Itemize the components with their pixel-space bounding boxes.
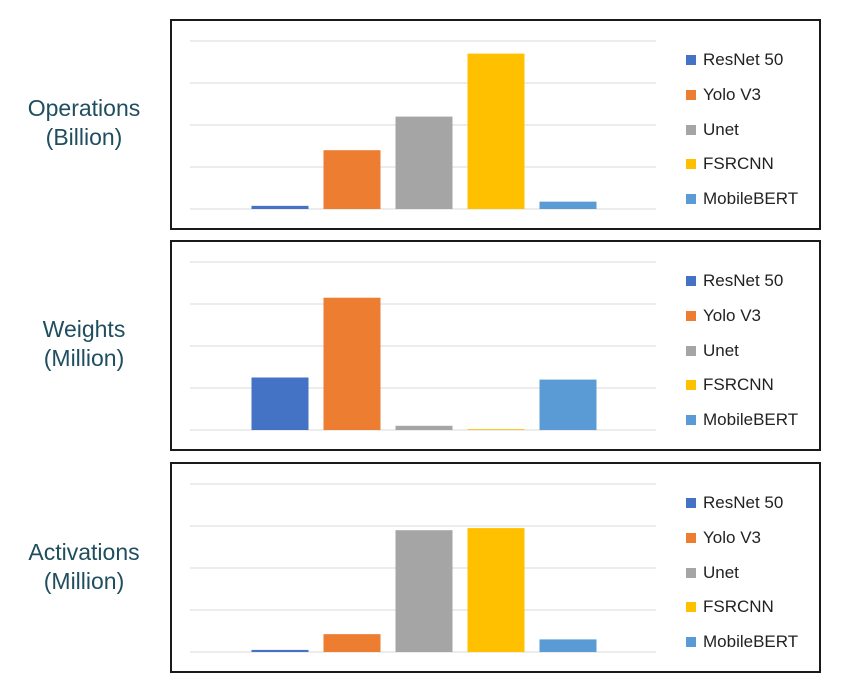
weights-bar-unet (395, 425, 453, 430)
operations-legend-label: Unet (703, 119, 739, 139)
activations-bar-yolo-v3 (323, 634, 381, 652)
operations-legend-swatch (686, 124, 696, 135)
operations-bar-resnet-50 (251, 205, 309, 209)
activations-legend-label: Yolo V3 (703, 528, 761, 548)
weights-plot (190, 261, 656, 431)
activations-legend-swatch (686, 602, 696, 613)
weights-legend-swatch (686, 345, 696, 356)
weights-legend-swatch (686, 415, 696, 426)
weights-legend-swatch (686, 311, 696, 322)
operations-legend-label: ResNet 50 (703, 50, 784, 70)
operations-legend-swatch (686, 90, 696, 101)
activations-bar-mobilebert (539, 639, 597, 652)
activations-legend-item: Yolo V3 (686, 521, 798, 556)
operations-chart: ResNet 50 Yolo V3 Unet FSRCNN MobileBERT (170, 19, 821, 230)
activations-legend-item: MobileBERT (686, 625, 798, 660)
operations-legend-swatch (686, 194, 696, 205)
operations-legend-swatch (686, 55, 696, 66)
weights-legend-label: Unet (703, 340, 739, 360)
weights-legend: ResNet 50 Yolo V3 Unet FSRCNN MobileBERT (686, 264, 798, 437)
activations-bar-fsrcnn (467, 528, 525, 652)
operations-legend: ResNet 50 Yolo V3 Unet FSRCNN MobileBERT (686, 43, 798, 216)
activations-bar-resnet-50 (251, 649, 309, 652)
weights-chart: ResNet 50 Yolo V3 Unet FSRCNN MobileBERT (170, 240, 821, 451)
operations-legend-swatch (686, 159, 696, 170)
weights-bar-yolo-v3 (323, 297, 381, 430)
operations-bar-yolo-v3 (323, 150, 381, 209)
activations-chart: ResNet 50 Yolo V3 Unet FSRCNN MobileBERT (170, 462, 821, 673)
weights-label-line2: (Million) (43, 345, 125, 371)
activations-plot (190, 483, 656, 653)
weights-row-label: Weights (Million) (0, 315, 168, 373)
weights-bar-mobilebert (539, 379, 597, 430)
operations-bar-unet (395, 116, 453, 209)
operations-legend-label: Yolo V3 (703, 85, 761, 105)
activations-legend-swatch (686, 498, 696, 509)
weights-legend-item: Yolo V3 (686, 299, 798, 334)
operations-legend-label: MobileBERT (703, 189, 799, 209)
operations-row-label: Operations (Billion) (0, 94, 168, 152)
weights-legend-item: MobileBERT (686, 403, 798, 438)
operations-legend-item: Yolo V3 (686, 78, 798, 113)
operations-bar-fsrcnn (467, 53, 525, 209)
weights-label-line1: Weights (42, 316, 126, 342)
activations-legend-label: ResNet 50 (703, 493, 784, 513)
operations-plot (190, 40, 656, 210)
weights-legend-swatch (686, 380, 696, 391)
activations-legend-item: Unet (686, 555, 798, 590)
weights-legend-label: ResNet 50 (703, 271, 784, 291)
activations-legend-swatch (686, 533, 696, 544)
activations-label-line2: (Million) (43, 568, 125, 594)
weights-legend-swatch (686, 276, 696, 287)
weights-legend-label: MobileBERT (703, 410, 799, 430)
operations-legend-item: ResNet 50 (686, 43, 798, 78)
weights-bar-resnet-50 (251, 377, 309, 430)
operations-bar-mobilebert (539, 201, 597, 209)
activations-legend-swatch (686, 567, 696, 578)
activations-legend-item: FSRCNN (686, 590, 798, 625)
activations-legend-label: MobileBERT (703, 632, 799, 652)
weights-legend-item: FSRCNN (686, 368, 798, 403)
weights-bar-fsrcnn (467, 429, 525, 430)
weights-legend-label: Yolo V3 (703, 306, 761, 326)
operations-legend-label: FSRCNN (703, 154, 774, 174)
activations-bar-unet (395, 530, 453, 652)
operations-legend-item: FSRCNN (686, 147, 798, 182)
activations-legend-item: ResNet 50 (686, 486, 798, 521)
activations-legend-label: FSRCNN (703, 597, 774, 617)
operations-label-line1: Operations (27, 95, 141, 121)
operations-legend-item: MobileBERT (686, 182, 798, 217)
weights-legend-item: Unet (686, 333, 798, 368)
activations-legend-swatch (686, 637, 696, 648)
activations-row-label: Activations (Million) (0, 538, 168, 596)
activations-legend-label: Unet (703, 562, 739, 582)
weights-legend-item: ResNet 50 (686, 264, 798, 299)
activations-legend: ResNet 50 Yolo V3 Unet FSRCNN MobileBERT (686, 486, 798, 659)
operations-label-line2: (Billion) (45, 124, 123, 150)
weights-legend-label: FSRCNN (703, 375, 774, 395)
operations-legend-item: Unet (686, 112, 798, 147)
activations-label-line1: Activations (28, 539, 140, 565)
